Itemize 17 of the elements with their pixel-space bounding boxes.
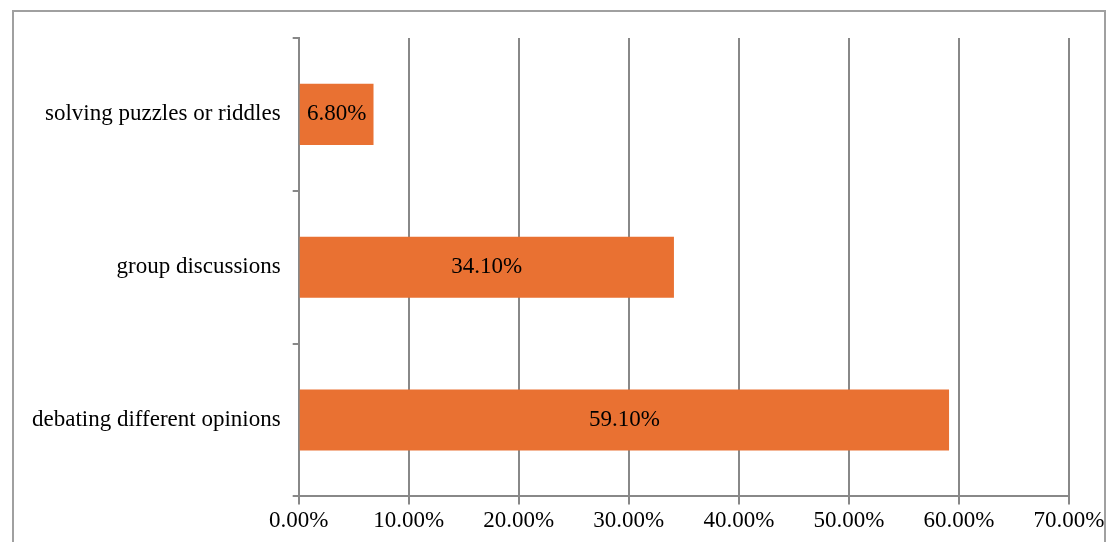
y-tick-label: group discussions (116, 253, 281, 279)
x-tick-label: 0.00% (268, 507, 329, 533)
data-label: 34.10% (451, 253, 523, 279)
bar (299, 236, 674, 298)
x-tick-label: 40.00% (703, 507, 775, 533)
x-tick-label: 60.00% (923, 507, 995, 533)
data-label: 6.80% (306, 100, 367, 126)
data-label: 59.10% (588, 406, 660, 432)
y-tick-label: solving puzzles or riddles (44, 100, 281, 126)
bar (299, 83, 374, 145)
y-tick-label: debating different opinions (32, 406, 281, 432)
x-tick-label: 20.00% (483, 507, 555, 533)
x-tick-label: 30.00% (593, 507, 665, 533)
bar (299, 389, 950, 451)
x-tick-label: 10.00% (373, 507, 445, 533)
x-tick-label: 70.00% (1033, 507, 1105, 533)
x-tick-label: 50.00% (813, 507, 885, 533)
